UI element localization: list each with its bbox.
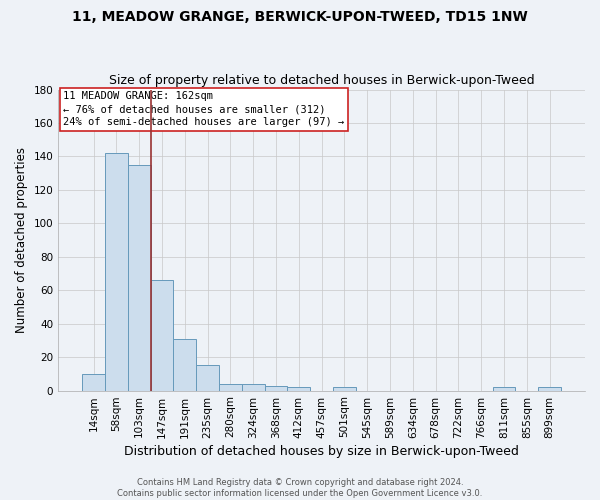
X-axis label: Distribution of detached houses by size in Berwick-upon-Tweed: Distribution of detached houses by size … [124,444,519,458]
Bar [265,386,287,390]
Bar [82,374,105,390]
Bar [333,387,356,390]
Bar [493,387,515,390]
Bar [219,384,242,390]
Bar [128,165,151,390]
Title: Size of property relative to detached houses in Berwick-upon-Tweed: Size of property relative to detached ho… [109,74,535,87]
Text: Contains HM Land Registry data © Crown copyright and database right 2024.
Contai: Contains HM Land Registry data © Crown c… [118,478,482,498]
Bar [105,153,128,390]
Bar [538,387,561,390]
Text: 11, MEADOW GRANGE, BERWICK-UPON-TWEED, TD15 1NW: 11, MEADOW GRANGE, BERWICK-UPON-TWEED, T… [72,10,528,24]
Bar [151,280,173,390]
Bar [196,366,219,390]
Bar [242,384,265,390]
Y-axis label: Number of detached properties: Number of detached properties [15,147,28,333]
Bar [287,387,310,390]
Bar [173,338,196,390]
Text: 11 MEADOW GRANGE: 162sqm
← 76% of detached houses are smaller (312)
24% of semi-: 11 MEADOW GRANGE: 162sqm ← 76% of detach… [64,91,344,128]
